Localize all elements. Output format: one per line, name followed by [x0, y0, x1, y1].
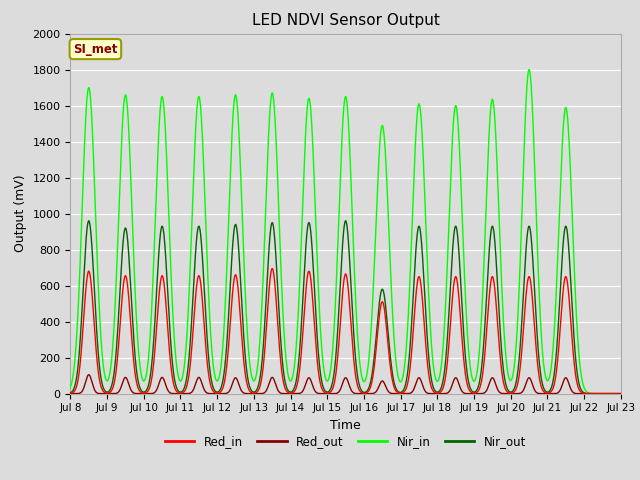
Y-axis label: Output (mV): Output (mV)	[14, 175, 27, 252]
Text: SI_met: SI_met	[73, 43, 118, 56]
Legend: Red_in, Red_out, Nir_in, Nir_out: Red_in, Red_out, Nir_in, Nir_out	[160, 430, 531, 453]
X-axis label: Time: Time	[330, 419, 361, 432]
Title: LED NDVI Sensor Output: LED NDVI Sensor Output	[252, 13, 440, 28]
